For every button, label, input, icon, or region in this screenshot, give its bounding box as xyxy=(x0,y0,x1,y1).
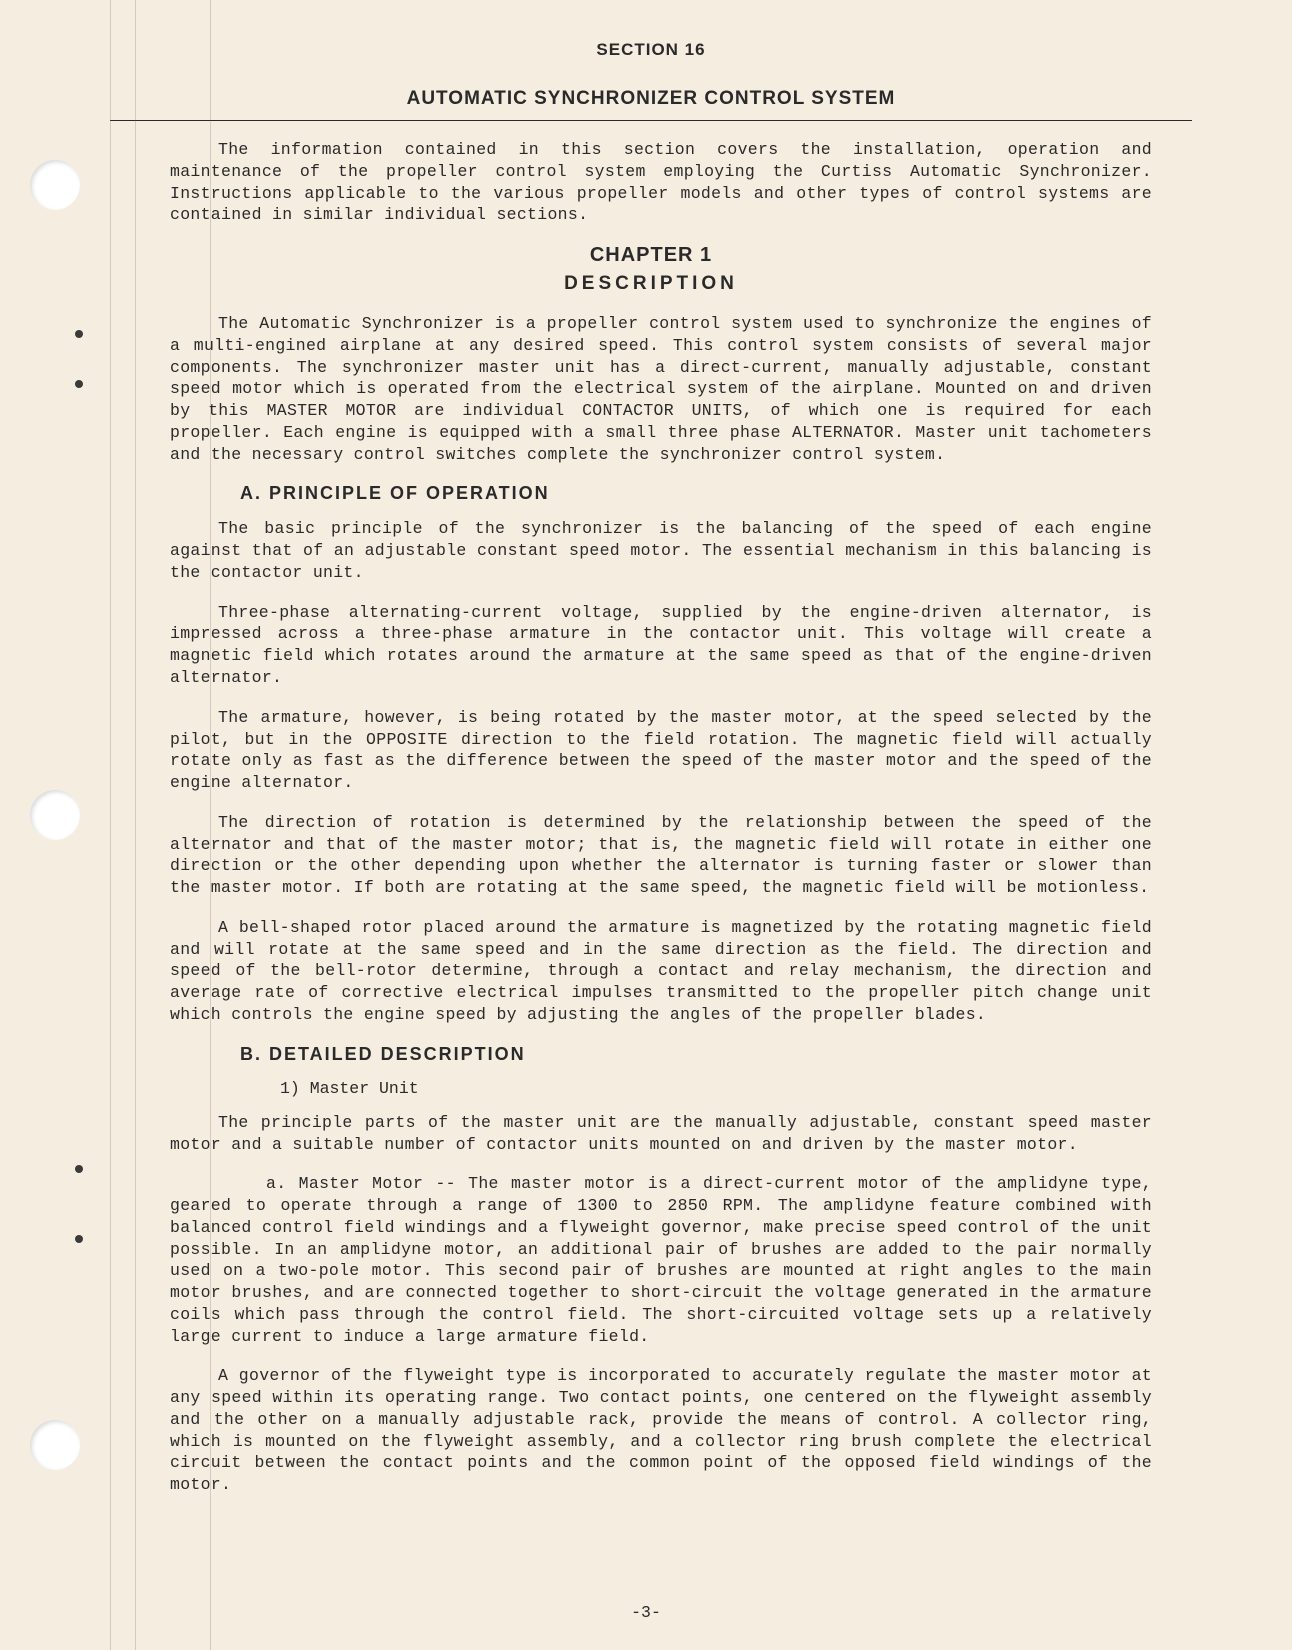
section-a-para-2: Three-phase alternating-current voltage,… xyxy=(170,602,1152,689)
binder-hole xyxy=(30,160,80,210)
para-text: The direction of rotation is determined … xyxy=(170,813,1152,897)
para-text: The armature, however, is being rotated … xyxy=(170,708,1152,792)
binder-hole xyxy=(30,1420,80,1470)
title-rule xyxy=(110,120,1192,121)
section-a-para-4: The direction of rotation is determined … xyxy=(170,812,1152,899)
page-title: AUTOMATIC SYNCHRONIZER CONTROL SYSTEM xyxy=(110,88,1192,110)
margin-mark xyxy=(75,330,83,338)
para-text: The basic principle of the synchronizer … xyxy=(170,519,1152,582)
intro-paragraph: The information contained in this sectio… xyxy=(170,139,1152,226)
page-number: -3- xyxy=(0,1603,1292,1622)
binder-hole xyxy=(30,790,80,840)
section-a-para-3: The armature, however, is being rotated … xyxy=(170,707,1152,794)
section-a-para-1: The basic principle of the synchronizer … xyxy=(170,518,1152,583)
margin-mark xyxy=(75,380,83,388)
chapter-label: CHAPTER 1 xyxy=(110,244,1192,267)
section-b-para-2: a. Master Motor -- The master motor is a… xyxy=(170,1173,1152,1347)
margin-rule xyxy=(210,0,211,1650)
para-text: A bell-shaped rotor placed around the ar… xyxy=(170,918,1152,1024)
section-a-heading: A. PRINCIPLE OF OPERATION xyxy=(240,483,1192,504)
section-label: SECTION 16 xyxy=(110,40,1192,60)
description-text: The Automatic Synchronizer is a propelle… xyxy=(170,314,1152,464)
intro-text: The information contained in this sectio… xyxy=(170,140,1152,224)
para-text: The principle parts of the master unit a… xyxy=(170,1113,1152,1154)
margin-rule xyxy=(135,0,136,1650)
section-a-para-5: A bell-shaped rotor placed around the ar… xyxy=(170,917,1152,1026)
para-text: A governor of the flyweight type is inco… xyxy=(170,1366,1152,1494)
chapter-subtitle: DESCRIPTION xyxy=(110,273,1192,295)
margin-mark xyxy=(75,1165,83,1173)
section-b-para-1: The principle parts of the master unit a… xyxy=(170,1112,1152,1156)
margin-mark xyxy=(75,1235,83,1243)
section-b-item-1-label: 1) Master Unit xyxy=(280,1079,1192,1098)
section-b-heading: B. DETAILED DESCRIPTION xyxy=(240,1044,1192,1065)
para-text: Three-phase alternating-current voltage,… xyxy=(170,603,1152,687)
section-b-para-3: A governor of the flyweight type is inco… xyxy=(170,1365,1152,1496)
document-page: SECTION 16 AUTOMATIC SYNCHRONIZER CONTRO… xyxy=(0,0,1292,1650)
margin-rule xyxy=(110,0,111,1650)
para-text: a. Master Motor -- The master motor is a… xyxy=(170,1174,1152,1345)
description-paragraph: The Automatic Synchronizer is a propelle… xyxy=(170,313,1152,465)
